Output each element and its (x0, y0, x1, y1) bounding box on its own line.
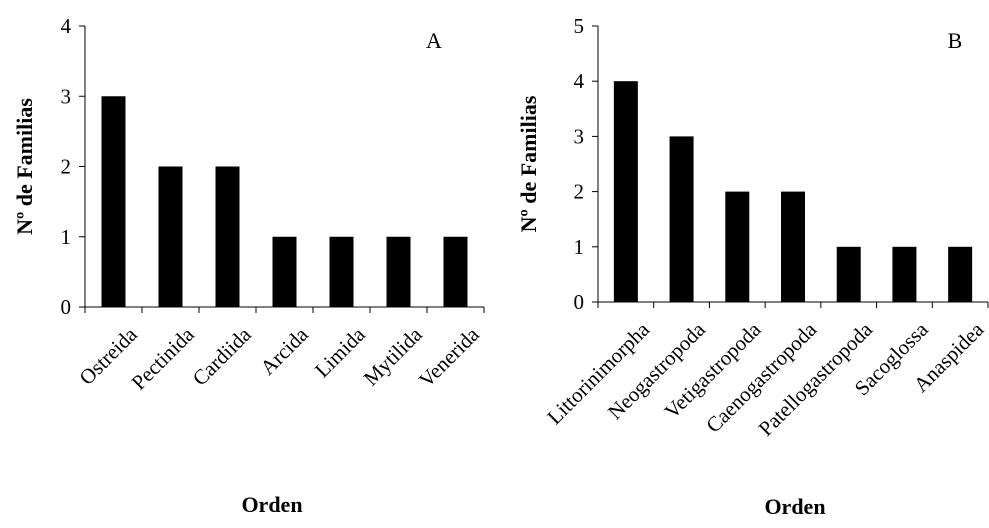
x-category-label: Vetigastropoda (660, 317, 767, 424)
bar (613, 81, 638, 302)
bar (101, 96, 126, 307)
y-tick-label: 2 (574, 180, 585, 204)
bar (781, 191, 805, 302)
y-tick-label: 0 (574, 290, 585, 314)
y-tick-label: 3 (61, 84, 72, 108)
bar (948, 246, 973, 302)
y-axis-title: Nº de Familias (12, 98, 37, 235)
y-tick-label: 2 (61, 155, 72, 179)
y-tick-label: 4 (61, 14, 72, 38)
x-category-label: Arcida (255, 322, 313, 380)
y-tick-label: 5 (574, 14, 585, 38)
y-tick-label: 0 (61, 295, 72, 319)
bar (725, 191, 750, 302)
bar (836, 246, 861, 302)
bar (443, 236, 468, 307)
x-axis-title: Orden (764, 494, 825, 519)
x-axis-title: Orden (241, 492, 302, 517)
y-axis-title: Nº de Familias (516, 95, 541, 232)
bar (892, 246, 917, 302)
x-category-label: Pectinida (127, 322, 200, 395)
bar (669, 136, 694, 302)
panel-label: A (426, 28, 442, 53)
panel-label: B (948, 28, 963, 53)
bar (158, 166, 183, 307)
y-tick-label: 4 (574, 69, 585, 93)
x-category-label: Venerida (414, 322, 484, 392)
bar (329, 236, 354, 307)
y-tick-label: 1 (61, 225, 72, 249)
y-tick-label: 1 (574, 235, 585, 259)
x-category-label: Mytilida (359, 322, 428, 391)
x-category-label: Cardiida (188, 322, 257, 391)
y-tick-label: 3 (574, 124, 585, 148)
bar (272, 236, 297, 307)
bar (386, 236, 411, 307)
chart-panel-b: 012345LittorinimorphaNeogastropodaVetiga… (516, 14, 989, 519)
bar (215, 166, 240, 307)
